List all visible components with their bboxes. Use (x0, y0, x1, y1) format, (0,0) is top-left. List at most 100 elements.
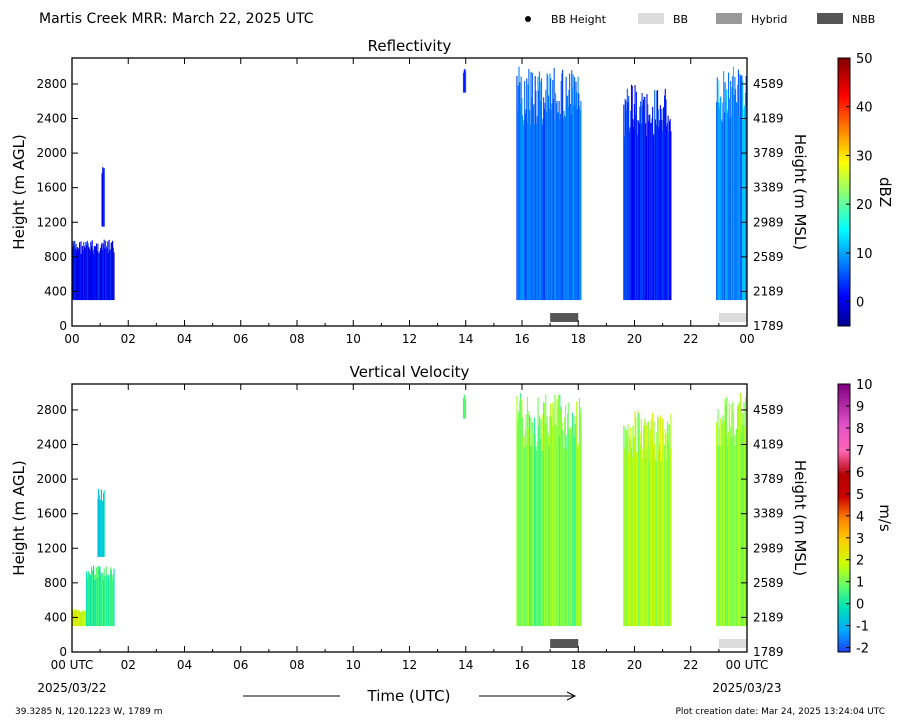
reflectivity-echo-cell (559, 119, 561, 301)
reflectivity-echo-cell (633, 127, 635, 301)
velocity-colorbar-tick-label: 0 (856, 598, 864, 613)
reflectivity-echo-cell (101, 242, 103, 301)
velocity-echo-cell (103, 568, 105, 627)
velocity-x-tick-label: 04 (177, 658, 192, 672)
velocity-colorbar-tick-label: 6 (856, 466, 864, 481)
velocity-echo-cell (97, 498, 99, 557)
reflectivity-echo-cell (564, 117, 566, 301)
reflectivity-y-axis-label-right: Height (m MSL) (791, 134, 809, 250)
reflectivity-y-tick-label: 400 (44, 284, 67, 298)
velocity-echo-cell (659, 415, 661, 627)
velocity-echo-cell (733, 446, 735, 627)
velocity-colorbar-tick-label: -2 (856, 642, 869, 657)
reflectivity-echo-cell (518, 66, 520, 301)
reflectivity-echo-cell (463, 70, 465, 93)
reflectivity-echo-cell (742, 120, 744, 301)
reflectivity-echo-cell (73, 246, 75, 301)
reflectivity-y-tick-label: 1200 (36, 215, 67, 229)
velocity-echo-cell (734, 435, 736, 627)
velocity-echo-cell (98, 488, 100, 557)
velocity-echo-cell (576, 446, 578, 627)
velocity-echo-cell (99, 499, 101, 557)
velocity-echo-cell (658, 450, 660, 627)
velocity-echo-cell (580, 407, 582, 627)
reflectivity-echo-cell (540, 78, 543, 301)
velocity-echo-cell (666, 459, 668, 627)
reflectivity-y-tick-label: 1600 (36, 181, 67, 195)
velocity-echo-cell (79, 610, 81, 627)
reflectivity-echo-cell (652, 136, 654, 301)
velocity-echo-cell (718, 427, 720, 627)
velocity-echo-cell (726, 446, 728, 627)
velocity-echo-cell (642, 459, 644, 627)
velocity-echo-cell (81, 610, 83, 627)
reflectivity-echo-cell (90, 246, 93, 301)
velocity-echo-cell (623, 448, 626, 627)
reflectivity-echo-cell (735, 101, 737, 301)
reflectivity-echo-cell (528, 68, 530, 301)
velocity-echo-cell (536, 441, 538, 627)
reflectivity-echo-cell (76, 249, 78, 301)
velocity-echo-cell (627, 424, 629, 627)
reflectivity-echo-cell (649, 114, 651, 301)
reflectivity-bright-band-bb (718, 313, 747, 322)
velocity-echo-cell (111, 575, 113, 627)
velocity-echo-cell (721, 423, 723, 627)
reflectivity-echo-cell (85, 241, 87, 301)
velocity-echo-field (72, 393, 748, 627)
reflectivity-echo-cell (630, 84, 633, 301)
reflectivity-echo-cell (640, 101, 642, 301)
velocity-echo-cell (553, 422, 555, 627)
velocity-y-axis-label: Height (m AGL) (10, 460, 28, 575)
reflectivity-echo-cell (667, 115, 669, 301)
velocity-y-tick-label: 1200 (36, 541, 67, 555)
velocity-echo-cell (639, 432, 641, 627)
velocity-echo-cell (564, 417, 566, 627)
velocity-echo-cell (90, 574, 92, 627)
velocity-echo-cell (567, 402, 569, 627)
reflectivity-echo-cell (95, 243, 98, 301)
reflectivity-echo-cell (666, 123, 668, 301)
velocity-echo-cell (462, 398, 465, 419)
velocity-echo-cell (736, 428, 738, 627)
velocity-x-tick-label: 12 (402, 658, 417, 672)
reflectivity-echo-cell (566, 96, 568, 301)
velocity-echo-cell (626, 434, 628, 627)
velocity-echo-cell (83, 610, 85, 627)
velocity-echo-cell (533, 449, 535, 627)
velocity-echo-cell (100, 499, 102, 557)
reflectivity-echo-cell (462, 72, 465, 93)
velocity-echo-cell (575, 415, 577, 627)
velocity-echo-cell (633, 437, 635, 627)
reflectivity-echo-cell (626, 110, 628, 301)
reflectivity-echo-cell (464, 68, 466, 93)
reflectivity-echo-cell (648, 114, 650, 301)
reflectivity-echo-cell (733, 94, 735, 301)
reflectivity-echo-cell (529, 124, 531, 301)
legend-swatch-bb-height (525, 16, 531, 22)
reflectivity-echo-cell (725, 100, 727, 301)
reflectivity-echo-cell (579, 110, 581, 301)
velocity-echo-cell (561, 421, 563, 627)
reflectivity-echo-cell (113, 252, 115, 301)
reflectivity-x-tick-label: 02 (121, 332, 136, 346)
reflectivity-echo-cell (732, 76, 734, 301)
legend-swatch-bb (638, 13, 664, 24)
velocity-echo-cell (569, 427, 571, 627)
velocity-echo-cell (725, 405, 727, 627)
velocity-echo-cell (560, 406, 562, 627)
reflectivity-echo-cell (555, 93, 557, 301)
velocity-echo-cell (653, 421, 655, 627)
reflectivity-echo-cell (522, 124, 524, 301)
velocity-bright-band-nbb (550, 639, 579, 648)
reflectivity-echo-cell (720, 119, 723, 301)
velocity-x-tick-label: 16 (514, 658, 529, 672)
velocity-echo-cell (735, 444, 737, 627)
reflectivity-echo-cell (639, 106, 641, 301)
reflectivity-echo-cell (531, 72, 533, 301)
velocity-echo-cell (545, 423, 548, 627)
reflectivity-echo-cell (551, 103, 553, 301)
reflectivity-x-tick-label: 00 (64, 332, 79, 346)
reflectivity-echo-cell (716, 101, 718, 301)
reflectivity-echo-cell (545, 89, 547, 301)
